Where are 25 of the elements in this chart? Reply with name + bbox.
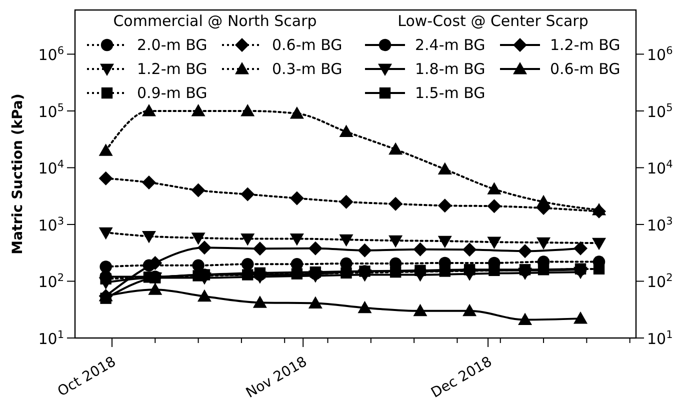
text: 10$^{6}$ bbox=[38, 45, 64, 64]
y-axis-title: Matric Suction (kPa) bbox=[10, 94, 26, 254]
annotation: Low-Cost @ Center Scarp bbox=[398, 12, 588, 30]
y-tick-label: 10$^{2}$ bbox=[647, 272, 673, 292]
y-tick-label: 10$^{3}$ bbox=[647, 215, 673, 234]
text: 10$^{1}$ bbox=[38, 329, 64, 348]
y-tick-label: 10$^{5}$ bbox=[647, 102, 673, 121]
legend-label: 0.6-m BG bbox=[272, 36, 342, 54]
text: 10$^{4}$ bbox=[38, 158, 64, 178]
y-tick-label: 10$^{1}$ bbox=[647, 329, 673, 348]
legend-label: 2.4-m BG bbox=[415, 36, 486, 54]
legend-label: 0.6-m BG bbox=[550, 60, 620, 78]
legend-label: 1.2-m BG bbox=[137, 60, 208, 78]
legend-label: 0.9-m BG bbox=[137, 84, 208, 102]
legend-label: 1.5-m BG bbox=[415, 84, 486, 102]
text: 10$^{5}$ bbox=[38, 102, 64, 121]
legend-label: 1.8-m BG bbox=[415, 60, 486, 78]
text: 10$^{3}$ bbox=[38, 215, 64, 234]
legend-label: 2.0-m BG bbox=[137, 36, 208, 54]
legend-label: 1.2-m BG bbox=[550, 36, 620, 54]
legend-label: 0.3-m BG bbox=[272, 60, 342, 78]
y-tick-label: 10$^{6}$ bbox=[647, 45, 674, 64]
text: 10$^{2}$ bbox=[38, 272, 64, 292]
annotation: Commercial @ North Scarp bbox=[113, 12, 317, 30]
y-tick-label: 10$^{4}$ bbox=[647, 158, 674, 178]
